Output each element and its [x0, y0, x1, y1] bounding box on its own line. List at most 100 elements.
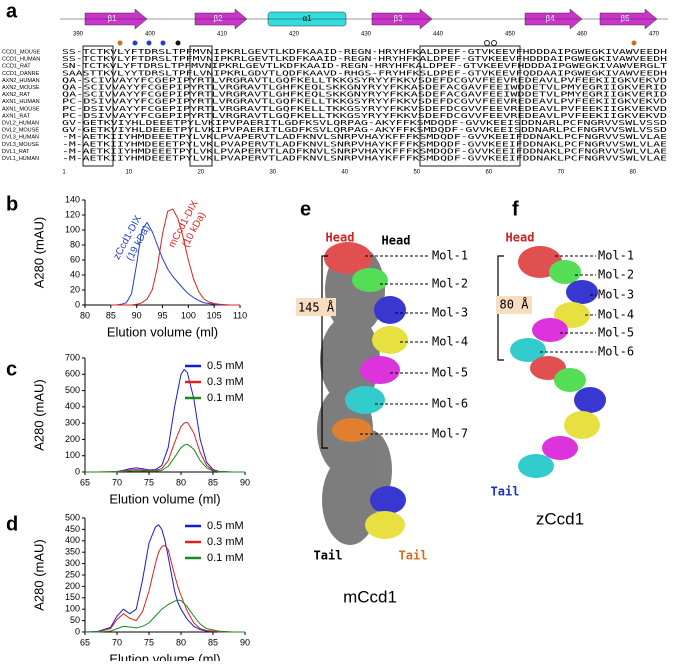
series-line [84, 524, 245, 633]
y-tick-label: 350 [65, 547, 80, 557]
series-line [110, 221, 240, 306]
y-tick-label: 200 [65, 581, 80, 591]
x-tick-label: 105 [207, 310, 222, 320]
panel-label: d [6, 513, 18, 535]
y-tick-label: 500 [65, 512, 80, 522]
distance-label: 145 Å [298, 300, 335, 315]
x-axis-label: Elution volume (ml) [107, 324, 218, 339]
y-tick-label: 0 [75, 299, 80, 309]
head-label: Head [326, 231, 355, 245]
ss-label: β1 [107, 14, 117, 23]
sequence: QA-SCIVVAYYFCGEPIPYRTLVRGRAVTLGHFKEQLSKK… [62, 84, 667, 92]
sequence: GV-GETKVIYHLDEEETPYLVKIPVPAERITLGDFKSVLQ… [62, 126, 667, 134]
y-tick-label: 400 [65, 401, 80, 411]
panel-label: e [300, 198, 311, 220]
axes [84, 200, 240, 306]
y-tick-label: 0 [75, 626, 80, 636]
x-tick-label: 90 [132, 310, 142, 320]
sequence: -M-AETKIIYHMDEEETPYLVKLPVAPERVTLADFKNVLS… [62, 147, 667, 155]
ruler-label: 440 [433, 32, 444, 38]
legend-label: 0.1 mM [207, 552, 244, 564]
ruler-label: 390 [73, 32, 84, 38]
ruler-label: 50 [413, 170, 420, 176]
seq-name: AXN2_HUMAN [2, 78, 40, 84]
x-tick-label: 80 [80, 310, 90, 320]
sequence: QA-SCIVVAYYFCGEPIPYRTLVRGRAVTLGQFKELLTKK… [62, 76, 667, 84]
sequence: -M-AETKIIYHMDEEETPYLVKLPVAPERVTLADFKNVLS… [62, 140, 667, 148]
y-axis-label: A280 (mAU) [31, 539, 46, 611]
y-tick-label: 0 [75, 466, 80, 476]
y-tick-label: 100 [65, 604, 80, 614]
mol-label: Mol-2 [598, 268, 634, 282]
structure-e [296, 242, 430, 545]
mol-label: Mol-2 [432, 277, 468, 291]
x-tick-label: 80 [176, 637, 186, 647]
x-tick-label: 90 [240, 477, 250, 487]
ruler-label: 30 [269, 170, 276, 176]
seq-name: CCD1_DANRE [2, 71, 40, 77]
y-tick-label: 80 [70, 239, 80, 249]
seq-name: AXN2_RAT [2, 92, 31, 98]
secondary-structure: β1 β2 α1 β3 β4 β5 [60, 8, 668, 30]
y-tick-label: 300 [65, 558, 80, 568]
tail-label: Tail [399, 549, 428, 563]
mol-label: Mol-4 [598, 308, 634, 322]
caption: zCcd1 [536, 509, 584, 528]
mol-label: Mol-6 [598, 345, 634, 359]
seq-name: DVL1_RAT [2, 149, 30, 155]
panel-label: f [512, 198, 519, 220]
mol-label: Mol-1 [432, 249, 468, 263]
structure-f [496, 246, 606, 478]
distance-label: 80 Å [500, 297, 530, 312]
x-tick-label: 95 [157, 310, 167, 320]
ruler-label: 410 [217, 32, 228, 38]
seq-name: DVL1_HUMAN [2, 156, 39, 162]
x-tick-label: 80 [176, 477, 186, 487]
series-line [85, 599, 245, 633]
caption: mCcd1 [343, 587, 397, 606]
x-tick-label: 65 [80, 637, 90, 647]
panel-label: b [6, 193, 18, 215]
seq-name: AXN1_MOUSE [2, 106, 40, 112]
x-tick-label: 65 [80, 477, 90, 487]
sequence: PC-DSIVVAYYFCGEPIPYRTLVRGRAVTLGQFKELLTKK… [62, 105, 667, 113]
ruler-label: 80 [629, 170, 636, 176]
x-axis-label: Elution volume (ml) [109, 651, 220, 661]
seq-name: DVL2_MOUSE [2, 128, 39, 134]
sequence: PC-DSIVVAYYFCGEPIPYRTLVRGRAVTLGQFKELLTKK… [62, 112, 667, 120]
y-tick-label: 600 [65, 369, 80, 379]
y-tick-label: 40 [70, 269, 80, 279]
seq-name: DVL3_HUMAN [2, 135, 39, 141]
y-tick-label: 100 [65, 224, 80, 234]
seq-name: DVL2_HUMAN [2, 120, 39, 126]
y-tick-label: 20 [70, 284, 80, 294]
mol-label: Mol-5 [432, 366, 468, 380]
ruler-label: 60 [485, 170, 492, 176]
mol-label: Mol-3 [432, 306, 468, 320]
x-tick-label: 110 [233, 310, 247, 320]
sequence: SS-TCTKVLYFTDRSLTPFMVNIPKRLGEVTLKDFKAAID… [62, 55, 667, 63]
sequence: SS-TCTKVLYFTDRSLTPFMVNIPKRLGEVTLKDFKAAID… [62, 48, 667, 56]
x-tick-label: 85 [208, 637, 218, 647]
legend-label: 0.1 mM [207, 392, 244, 404]
sequence: PC-DSIVVAYYFCGEPIPYRTLVRGRAVTLGQFKELLTKK… [62, 98, 667, 106]
seq-name: AXN1_HUMAN [2, 99, 40, 105]
ruler-label: 70 [557, 170, 564, 176]
x-tick-label: 100 [181, 310, 196, 320]
ruler-label: 400 [145, 32, 156, 38]
y-tick-label: 200 [65, 434, 80, 444]
mol-label: Mol-5 [598, 326, 634, 340]
y-tick-label: 100 [65, 450, 80, 460]
y-tick-label: 500 [65, 385, 80, 395]
x-axis-label: Elution volume (ml) [109, 491, 220, 506]
y-tick-label: 150 [65, 592, 80, 602]
mol-label: Mol-3 [598, 288, 634, 302]
mol-label: Mol-1 [598, 249, 634, 263]
y-tick-label: 450 [65, 524, 80, 534]
ss-label: β4 [545, 14, 555, 23]
series-line [85, 443, 245, 473]
alignment-boxes [82, 40, 637, 167]
mol-label: Mol-7 [432, 427, 468, 441]
y-tick-label: 50 [70, 615, 80, 625]
